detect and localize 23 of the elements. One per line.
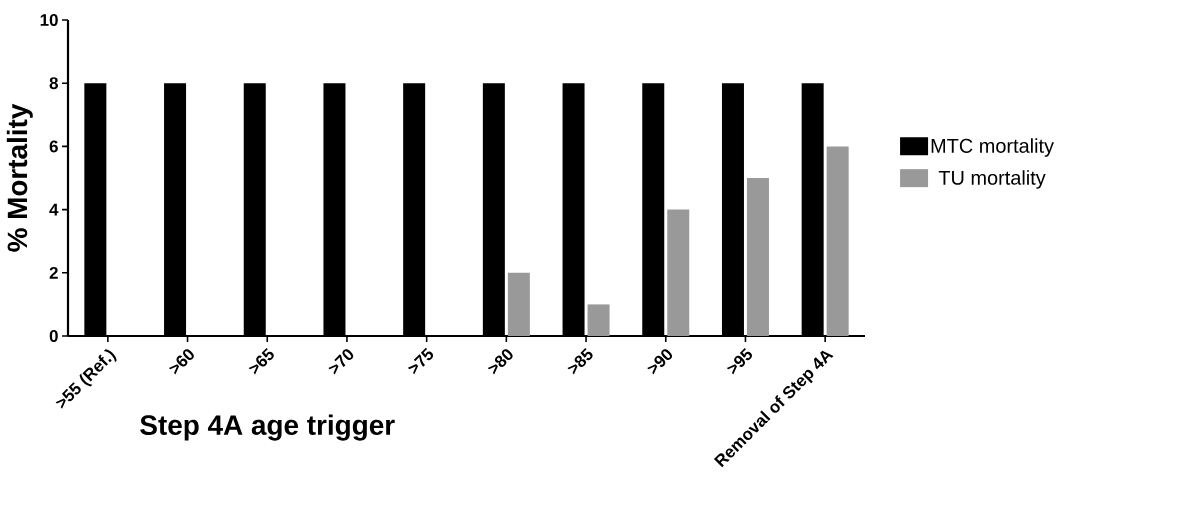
x-tick-label: >65 (248, 347, 274, 375)
bar (667, 209, 690, 336)
x-tick-label: >90 (647, 349, 673, 375)
bar (826, 146, 849, 336)
y-tick-label: 2 (49, 266, 58, 279)
bar (507, 272, 530, 336)
y-tick-label: 0 (49, 330, 58, 342)
x-tick-label: >80 (487, 349, 513, 375)
legend-label: TU mortality (938, 170, 1046, 189)
bar (746, 178, 769, 336)
y-tick-label: 4 (49, 203, 59, 216)
x-tick-label: >85 (567, 347, 593, 375)
y-tick-label: 8 (49, 77, 58, 90)
y-tick-label: 6 (49, 140, 58, 153)
y-tick-label: 10 (40, 14, 58, 26)
x-axis-title: Step 4A age trigger (140, 414, 395, 441)
y-axis-title: % Mortality (6, 103, 33, 252)
x-tick-label: >75 (407, 347, 434, 375)
x-tick-label: >70 (328, 349, 354, 375)
bar (587, 304, 610, 336)
x-tick-label: >95 (726, 347, 753, 375)
x-tick-label: >60 (168, 349, 194, 375)
legend-label: MTC mortality (931, 138, 1054, 157)
